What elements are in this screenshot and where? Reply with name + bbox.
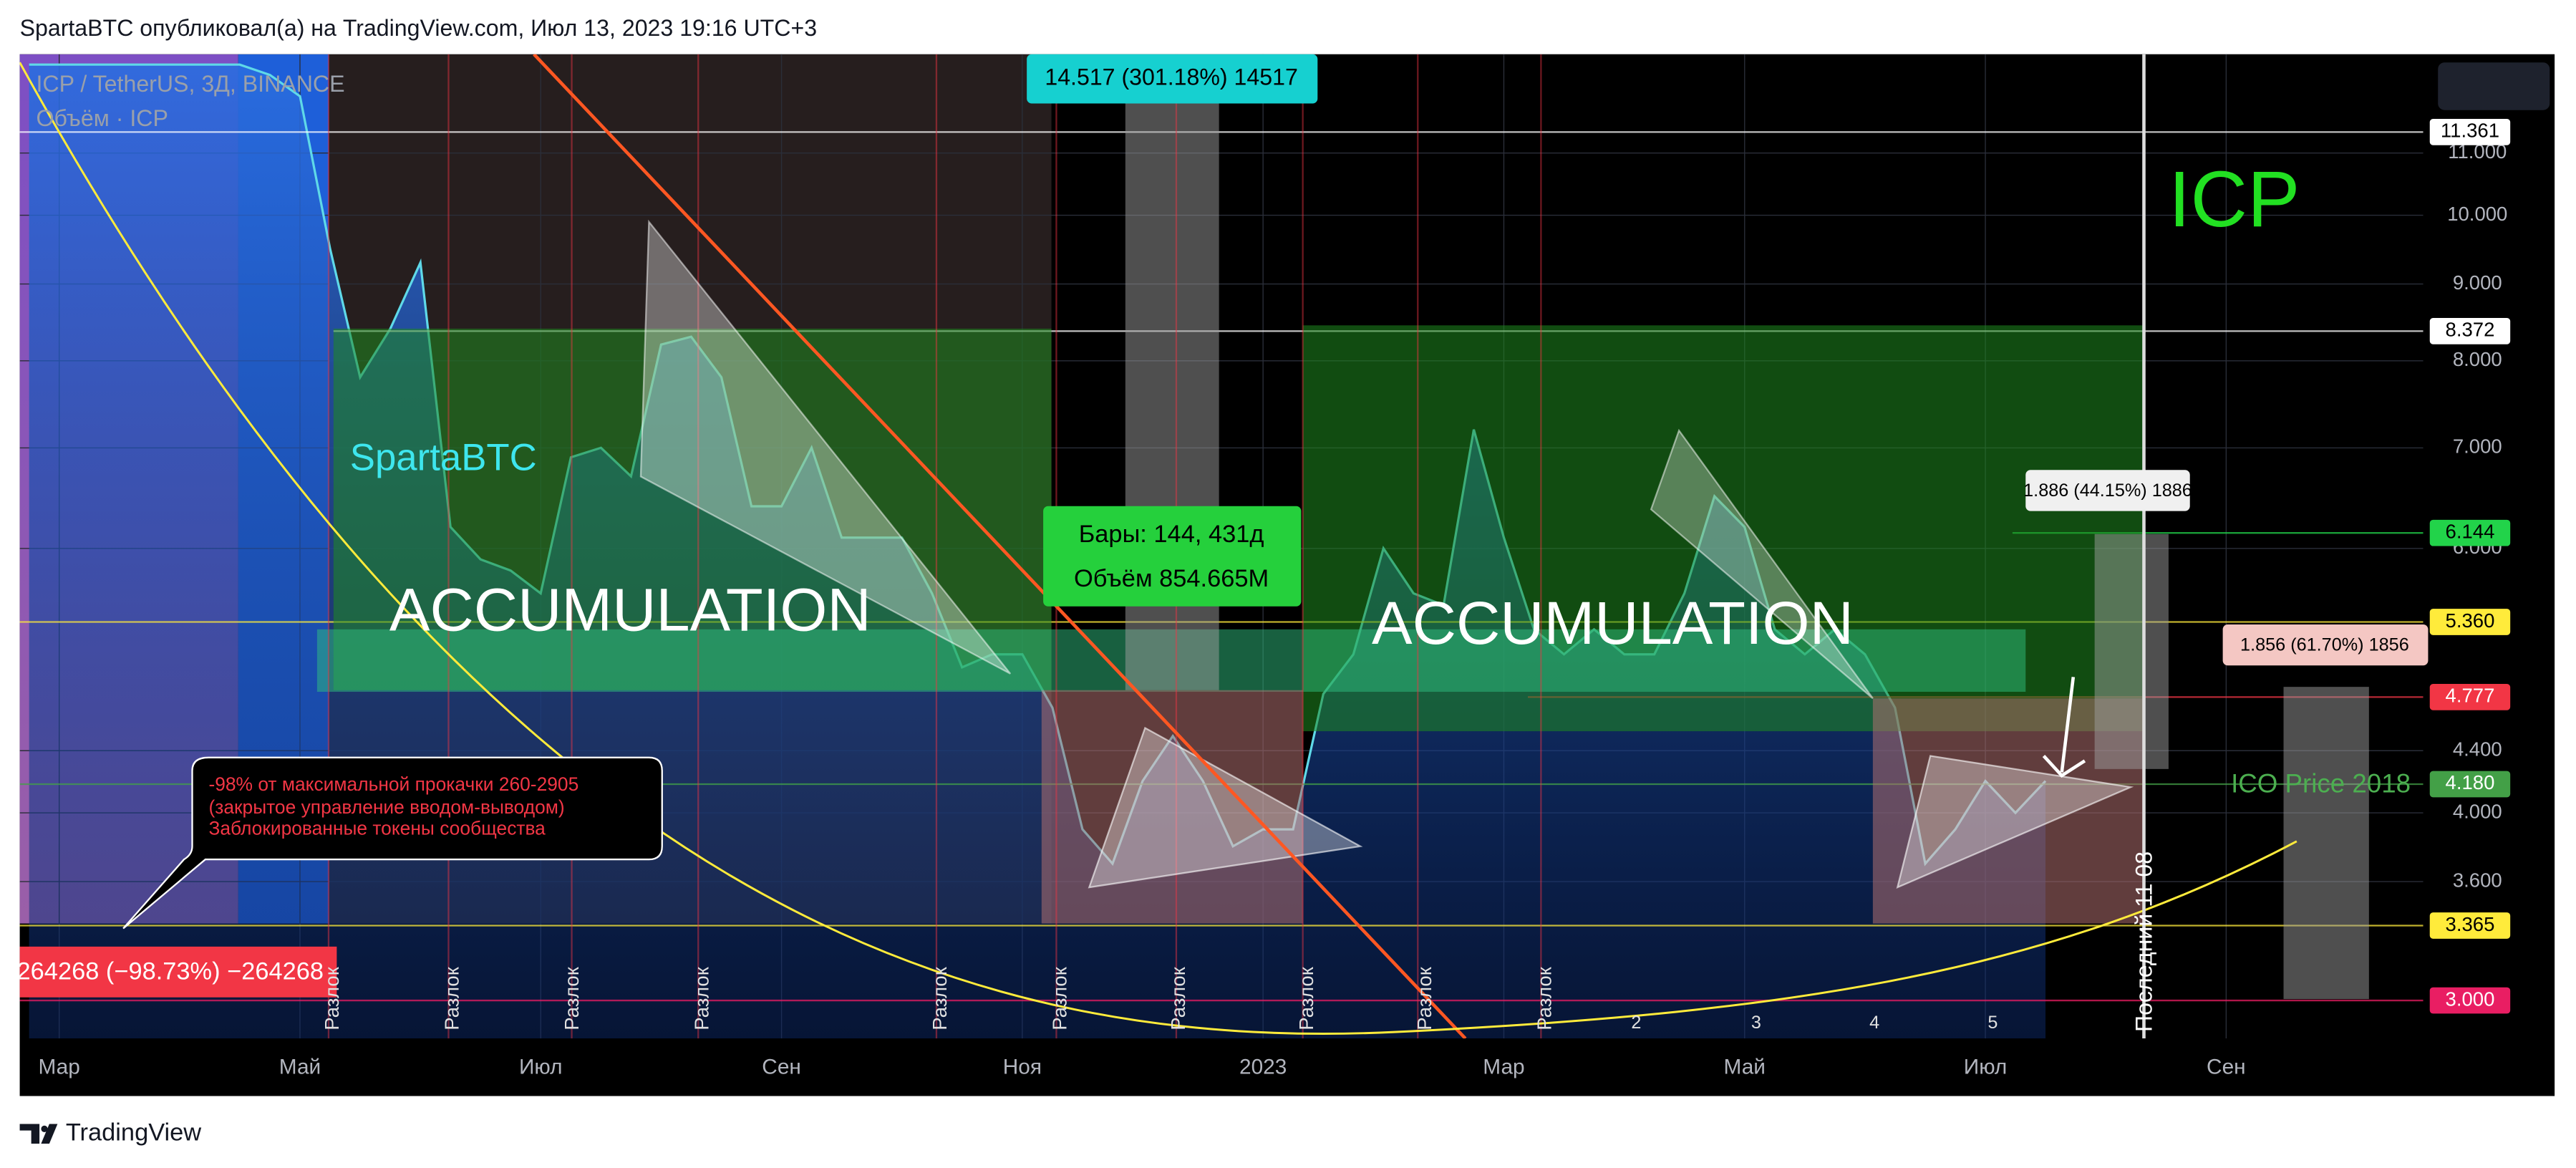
level-badge (2429, 519, 2511, 546)
x-tick-label: 2023 (1239, 1055, 1287, 1078)
x-tick-label: Май (1724, 1055, 1766, 1078)
y-tick-label: 10.000 (2447, 203, 2507, 225)
y-tick-label: 4.400 (2453, 738, 2502, 761)
x-tick-label: Мар (1483, 1055, 1524, 1078)
level-badge (2429, 318, 2511, 344)
curve (19, 62, 2297, 1036)
range-badge (2025, 470, 2190, 511)
unlock-label: Разлок (1534, 966, 1556, 1030)
unlock-label: Разлок (1049, 966, 1071, 1030)
triangle (1896, 755, 2134, 889)
level-label: 3.000 (2446, 988, 2495, 1010)
unlock-number: 2 (1631, 1013, 1641, 1033)
logo-dot (41, 1125, 48, 1132)
level-label: 11.361 (2441, 120, 2499, 142)
panel (2438, 62, 2550, 110)
unlock-label: Разлок (1295, 966, 1317, 1030)
x-tick-label: Сен (762, 1055, 801, 1078)
x-tick-label: Сен (2207, 1055, 2246, 1078)
footer-brand: TradingView (66, 1119, 201, 1146)
level-badge (2429, 987, 2511, 1014)
footer: TradingView (19, 1119, 201, 1146)
range-label: 1.886 (44.15%) 1886 (2023, 481, 2192, 501)
y-tick-label: 4.000 (2453, 800, 2502, 822)
y-tick-label: 8.000 (2453, 348, 2502, 370)
unlock-label: Разлок (690, 966, 712, 1030)
x-tick-label: Июл (519, 1055, 563, 1078)
arrow (2060, 677, 2076, 773)
callout-line: Заблокированные токены сообщества (208, 818, 546, 839)
bars-label: Бары: 144, 431д (1079, 521, 1264, 548)
symbol-label: ICP (2169, 155, 2300, 243)
arrow-head (2042, 754, 2086, 778)
level-label: 3.365 (2446, 913, 2495, 935)
level-badge (2429, 118, 2511, 145)
unlock-number: 4 (1869, 1013, 1879, 1033)
callout-line: (закрытое управление вводом-выводом) (208, 796, 564, 818)
x-tick-label: Ноя (1003, 1055, 1042, 1078)
x-tick-label: Мар (39, 1055, 80, 1078)
level-label: 4.180 (2446, 771, 2495, 793)
level-label: 4.777 (2446, 685, 2495, 707)
legend-volume: Объём · ICP (37, 105, 168, 131)
unlock-number: 3 (1751, 1013, 1761, 1033)
y-tick-label: 3.600 (2453, 869, 2502, 891)
level-badge (2429, 912, 2511, 939)
callout-box (122, 756, 663, 930)
trend-line (533, 54, 1467, 1039)
watermark: SpartaBTC (350, 436, 537, 478)
last-date-label: Последний 11 08 (2131, 851, 2156, 1032)
unlock-label: Разлок (1167, 966, 1189, 1030)
unlock-label: Разлок (1413, 966, 1435, 1030)
triangle (639, 219, 1012, 675)
accumulation: ACCUMULATION (389, 576, 871, 644)
logo (19, 1124, 58, 1144)
level-badge (2429, 771, 2511, 798)
x-tick-label: Май (279, 1055, 321, 1078)
level-label: 5.360 (2446, 609, 2495, 632)
y-tick-label: 9.000 (2453, 271, 2502, 294)
callout-line: -98% от максимальной прокачки 260-2905 (208, 773, 578, 795)
unlock-label: Разлок (561, 966, 583, 1030)
triangle (1650, 428, 1874, 700)
y-tick-label: 7.000 (2453, 435, 2502, 458)
header-title: SpartaBTC опубликовал(а) на TradingView.… (20, 15, 818, 41)
stats-badge (1043, 506, 1302, 607)
drop-badge-bg (19, 946, 337, 998)
unlock-label: Разлок (929, 966, 951, 1030)
accumulation: ACCUMULATION (1372, 589, 1854, 657)
axes: 3.6004.0004.4006.0007.0008.0009.00010.00… (39, 118, 2511, 1078)
level-badge (2429, 684, 2511, 710)
unlock-number: 5 (1987, 1013, 1998, 1033)
range-badge (2222, 624, 2429, 666)
level-label: 8.372 (2446, 319, 2495, 341)
legend-symbol: ICP / TetherUS, 3Д, BINANCE (37, 71, 345, 97)
range-label: 1.856 (61.70%) 1856 (2240, 634, 2409, 655)
triangle (1088, 726, 1363, 889)
level-badge (2429, 609, 2511, 635)
annotations: ICP / TetherUS, 3Д, BINANCE Объём · ICP … (2, 54, 2550, 1033)
unlock-label: Разлок (321, 966, 343, 1030)
ico-label: ICO Price 2018 (2231, 769, 2411, 798)
unlock-label: Разлок (441, 966, 463, 1030)
drawings (19, 54, 2369, 1039)
drop-badge: −264268 (−98.73%) −264268 (2, 946, 337, 998)
range-label: 14.517 (301.18%) 14517 (1045, 64, 1297, 90)
volume-label: Объём 854.665M (1074, 565, 1269, 592)
level-label: 6.144 (2446, 520, 2495, 542)
box (2094, 534, 2169, 769)
drop-label: −264268 (−98.73%) −264268 (2, 957, 324, 985)
box (2283, 687, 2369, 1000)
x-tick-label: Июл (1964, 1055, 2008, 1078)
range-badge (1027, 54, 1318, 104)
